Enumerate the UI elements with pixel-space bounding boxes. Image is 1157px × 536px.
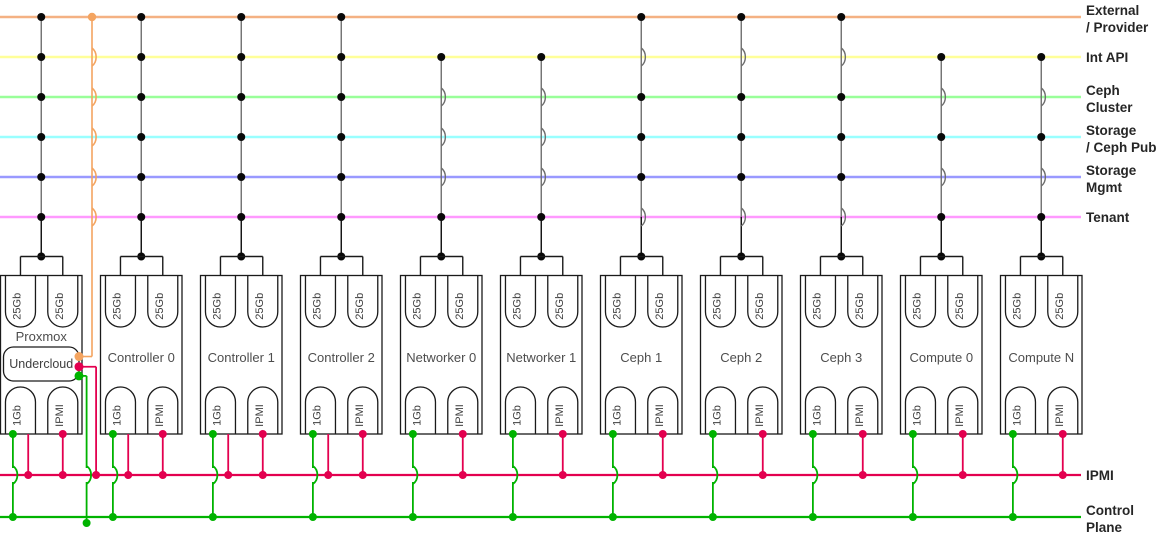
svg-text:Compute 0: Compute 0	[909, 350, 973, 365]
svg-text:IPMI: IPMI	[254, 404, 266, 427]
svg-text:/ Provider: / Provider	[1086, 20, 1149, 35]
svg-text:Controller 2: Controller 2	[308, 350, 375, 365]
svg-text:25Gb: 25Gb	[654, 293, 666, 320]
svg-text:IPMI: IPMI	[1086, 468, 1114, 483]
svg-text:25Gb: 25Gb	[154, 293, 166, 320]
svg-text:Storage: Storage	[1086, 123, 1137, 138]
svg-text:25Gb: 25Gb	[811, 293, 823, 320]
svg-text:IPMI: IPMI	[554, 404, 566, 427]
svg-text:Undercloud: Undercloud	[9, 357, 73, 371]
svg-text:1Gb: 1Gb	[111, 405, 123, 426]
svg-text:External: External	[1086, 3, 1139, 18]
svg-text:25Gb: 25Gb	[354, 293, 366, 320]
svg-text:1Gb: 1Gb	[211, 405, 223, 426]
svg-text:25Gb: 25Gb	[954, 293, 966, 320]
svg-text:Ceph 3: Ceph 3	[820, 350, 862, 365]
svg-text:Plane: Plane	[1086, 520, 1123, 535]
svg-text:25Gb: 25Gb	[911, 293, 923, 320]
svg-text:25Gb: 25Gb	[511, 293, 523, 320]
svg-text:Compute N: Compute N	[1008, 350, 1074, 365]
svg-text:Proxmox: Proxmox	[16, 329, 68, 344]
svg-text:Networker 0: Networker 0	[406, 350, 476, 365]
svg-text:1Gb: 1Gb	[1011, 405, 1023, 426]
svg-text:IPMI: IPMI	[54, 404, 66, 427]
svg-text:IPMI: IPMI	[354, 404, 366, 427]
svg-text:25Gb: 25Gb	[54, 293, 66, 320]
svg-text:25Gb: 25Gb	[611, 293, 623, 320]
svg-text:Ceph 1: Ceph 1	[620, 350, 662, 365]
svg-text:1Gb: 1Gb	[11, 405, 23, 426]
svg-text:1Gb: 1Gb	[511, 405, 523, 426]
svg-text:25Gb: 25Gb	[311, 293, 323, 320]
svg-text:Int API: Int API	[1086, 50, 1128, 65]
svg-text:25Gb: 25Gb	[111, 293, 123, 320]
svg-text:Tenant: Tenant	[1086, 210, 1130, 225]
svg-text:IPMI: IPMI	[154, 404, 166, 427]
svg-text:25Gb: 25Gb	[711, 293, 723, 320]
svg-text:25Gb: 25Gb	[554, 293, 566, 320]
svg-text:25Gb: 25Gb	[211, 293, 223, 320]
svg-text:25Gb: 25Gb	[854, 293, 866, 320]
svg-text:Controller 0: Controller 0	[108, 350, 175, 365]
svg-text:Ceph: Ceph	[1086, 83, 1120, 98]
svg-text:IPMI: IPMI	[854, 404, 866, 427]
svg-text:IPMI: IPMI	[954, 404, 966, 427]
svg-text:Ceph 2: Ceph 2	[720, 350, 762, 365]
svg-text:Controller 1: Controller 1	[208, 350, 275, 365]
svg-text:1Gb: 1Gb	[311, 405, 323, 426]
svg-text:25Gb: 25Gb	[254, 293, 266, 320]
svg-text:1Gb: 1Gb	[911, 405, 923, 426]
svg-text:1Gb: 1Gb	[611, 405, 623, 426]
svg-text:25Gb: 25Gb	[454, 293, 466, 320]
svg-text:Networker 1: Networker 1	[506, 350, 576, 365]
svg-text:25Gb: 25Gb	[411, 293, 423, 320]
svg-text:1Gb: 1Gb	[411, 405, 423, 426]
svg-text:25Gb: 25Gb	[754, 293, 766, 320]
svg-text:1Gb: 1Gb	[811, 405, 823, 426]
svg-text:1Gb: 1Gb	[711, 405, 723, 426]
svg-text:IPMI: IPMI	[1054, 404, 1066, 427]
svg-text:25Gb: 25Gb	[1054, 293, 1066, 320]
svg-text:Storage: Storage	[1086, 163, 1137, 178]
svg-text:/ Ceph Pub: / Ceph Pub	[1086, 140, 1157, 155]
svg-text:Cluster: Cluster	[1086, 100, 1133, 115]
svg-text:25Gb: 25Gb	[1011, 293, 1023, 320]
svg-text:IPMI: IPMI	[654, 404, 666, 427]
svg-text:IPMI: IPMI	[454, 404, 466, 427]
svg-text:Mgmt: Mgmt	[1086, 180, 1122, 195]
svg-text:Control: Control	[1086, 503, 1134, 518]
svg-text:25Gb: 25Gb	[11, 293, 23, 320]
svg-text:IPMI: IPMI	[754, 404, 766, 427]
